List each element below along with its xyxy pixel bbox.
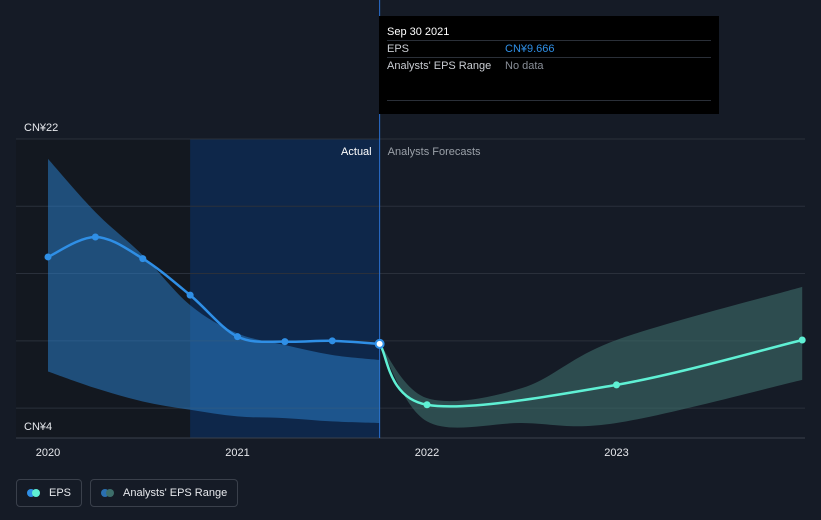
eps-forecast-point [798,336,806,344]
y-tick-label: CN¥22 [24,122,58,134]
tooltip-range-value: No data [505,60,544,72]
x-tick-label: 2020 [36,447,60,459]
eps-actual-point [186,291,194,299]
tooltip-panel: Sep 30 2021 EPS CN¥9.666 Analysts' EPS R… [379,16,719,114]
tooltip-range-row: Analysts' EPS Range No data [387,57,711,74]
legend-range-label: Analysts' EPS Range [123,487,228,499]
eps-highlight-point [374,338,385,349]
actual-section-label: Actual [341,146,372,158]
chart-label-layer: CN¥22 CN¥4 2020 2021 2022 2023 Actual Analysts … [24,122,629,459]
tooltip-eps-value: CN¥9.666 [505,43,555,55]
eps-actual-point [91,233,99,241]
eps-forecast-line [378,338,804,408]
tooltip-eps-label: EPS [387,43,410,55]
tooltip-range-label: Analysts' EPS Range [387,60,492,72]
tooltip-divider [387,100,711,102]
eps-actual-point [234,333,241,341]
chart-line-layer [46,235,804,408]
forecast-section-label: Analysts Forecasts [388,146,481,158]
legend-eps-toggle[interactable]: EPS [16,479,83,507]
eps-forecast-point [423,401,431,409]
eps-forecast-point [613,381,620,389]
eps-actual-point [139,255,147,263]
y-tick-label: CN¥4 [24,421,52,433]
tooltip-date: Sep 30 2021 [387,26,450,38]
x-tick-label: 2022 [415,447,439,459]
chart-band-layer [48,158,803,428]
legend-eps-label: EPS [49,487,72,499]
legend-range-toggle[interactable]: Analysts' EPS Range [90,479,239,507]
chart-legend: EPS Analysts' EPS Range [16,479,239,507]
x-tick-label: 2021 [225,447,249,459]
eps-legend-icon [27,489,41,497]
chart-point-layer [44,233,806,409]
eps-actual-point [44,253,52,261]
x-tick-label: 2023 [604,447,628,459]
range-legend-icon [101,489,115,497]
eps-actual-point [281,338,289,346]
tooltip-eps-row: EPS CN¥9.666 [387,40,711,57]
past-eps-range-band [48,158,380,424]
eps-actual-point [328,337,336,345]
forecast-eps-range-band [379,286,803,428]
eps-actual-line [46,235,381,346]
